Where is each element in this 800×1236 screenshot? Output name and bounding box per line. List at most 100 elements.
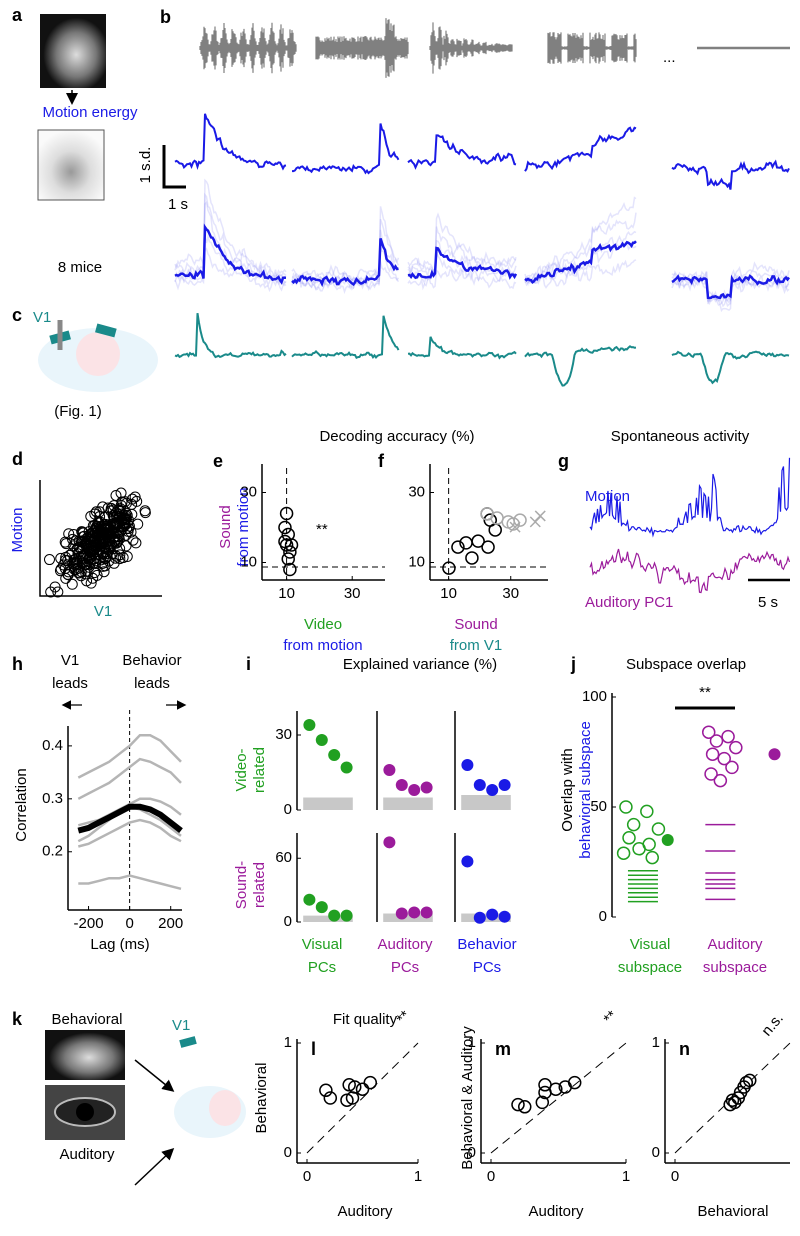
point — [303, 893, 316, 906]
y-tick-label: 1 — [284, 1034, 292, 1051]
cloud-point — [60, 538, 72, 550]
axis-label: Video- — [233, 748, 250, 791]
point — [328, 749, 341, 761]
sound-waveform — [199, 22, 297, 74]
scale-bar — [162, 145, 186, 189]
v1-trace — [671, 350, 790, 385]
point — [725, 1093, 740, 1107]
point — [328, 909, 341, 922]
cloud-point — [73, 567, 85, 579]
mean-trace — [174, 223, 287, 285]
point — [483, 513, 497, 527]
cloud-point — [52, 586, 64, 598]
axis-label: Auditory — [377, 936, 433, 953]
cloud-point — [62, 566, 74, 578]
motion-trace — [524, 126, 637, 172]
motion-trace — [292, 123, 400, 175]
point — [490, 511, 504, 525]
point — [473, 911, 486, 924]
axis-label: Motion — [9, 507, 26, 552]
point — [626, 817, 641, 832]
label: Motion energy — [42, 104, 138, 121]
point — [538, 1078, 552, 1092]
point — [279, 506, 294, 521]
point — [315, 734, 328, 746]
axis-label: Behavioral & Auditory — [459, 1026, 476, 1170]
panel-letter: k — [12, 1009, 23, 1029]
point — [323, 1091, 338, 1105]
v1-trace — [407, 336, 517, 360]
motion-trace — [671, 159, 790, 190]
point — [461, 855, 474, 868]
v1-trace — [524, 345, 637, 387]
cloud-point — [98, 566, 110, 578]
cloud-point — [59, 562, 71, 574]
x-tick-label: -200 — [74, 915, 104, 932]
y-tick-label: 0 — [652, 1144, 660, 1161]
point — [721, 729, 735, 744]
section-title: Explained variance (%) — [343, 656, 497, 673]
mean-trace — [291, 238, 399, 288]
panel-letter: m — [495, 1039, 511, 1059]
y-tick-label: 0 — [599, 908, 607, 925]
mouse-trace — [524, 230, 637, 287]
label: (Fig. 1) — [54, 403, 102, 420]
video-frame — [40, 14, 106, 88]
annotation: ** — [600, 1007, 620, 1027]
axis-label: PCs — [473, 959, 501, 976]
point — [768, 748, 781, 761]
annotation: leads — [52, 675, 88, 692]
axis-label: related — [251, 862, 268, 908]
panel-letter: i — [246, 654, 251, 674]
section-title: Subspace overlap — [626, 656, 746, 673]
cloud-point — [125, 526, 137, 538]
point — [408, 784, 421, 796]
annotation: leads — [134, 675, 170, 692]
motion-energy-frame — [37, 129, 105, 201]
point — [481, 540, 495, 554]
panel-letter: f — [378, 451, 385, 471]
point — [498, 910, 511, 923]
y-tick-label: 0.3 — [42, 790, 63, 807]
mouse-trace — [407, 226, 517, 272]
cloud-point — [108, 514, 120, 526]
cloud-point — [104, 529, 116, 541]
motion-trace — [407, 134, 517, 170]
mouse-trace — [174, 192, 287, 280]
cloud-point — [89, 557, 101, 569]
arrow — [134, 1059, 175, 1092]
x-tick-label: 0 — [303, 1168, 311, 1185]
point — [342, 1078, 356, 1092]
x-tick-label: 200 — [158, 915, 183, 932]
cloud-point — [130, 537, 142, 549]
point — [632, 842, 646, 856]
point — [513, 513, 527, 527]
axis-label: PCs — [391, 959, 419, 976]
x-tick-label: 10 — [440, 585, 457, 602]
panel-letter: c — [12, 305, 22, 325]
y-tick-label: 0 — [284, 801, 292, 818]
eye-frame — [45, 1085, 125, 1140]
panel-letter: n — [679, 1039, 690, 1059]
point — [486, 784, 499, 796]
annotation: ** — [316, 521, 328, 538]
x-tick-label: 0 — [125, 915, 133, 932]
scale-label: 1 s — [168, 196, 188, 213]
scale-label: 5 s — [758, 594, 778, 611]
cloud-point — [114, 549, 126, 561]
cloud-point — [111, 536, 123, 548]
point — [704, 767, 718, 781]
point — [283, 545, 297, 559]
cloud-point — [94, 529, 106, 541]
point — [518, 1100, 532, 1114]
brain — [174, 1036, 246, 1138]
point — [319, 1083, 333, 1098]
point — [395, 779, 408, 791]
annotation: V1 — [61, 652, 79, 669]
cloud-point — [108, 500, 120, 512]
point — [383, 836, 396, 849]
identity-line — [306, 1042, 419, 1154]
ellipsis: ... — [663, 49, 676, 66]
point — [622, 831, 636, 845]
